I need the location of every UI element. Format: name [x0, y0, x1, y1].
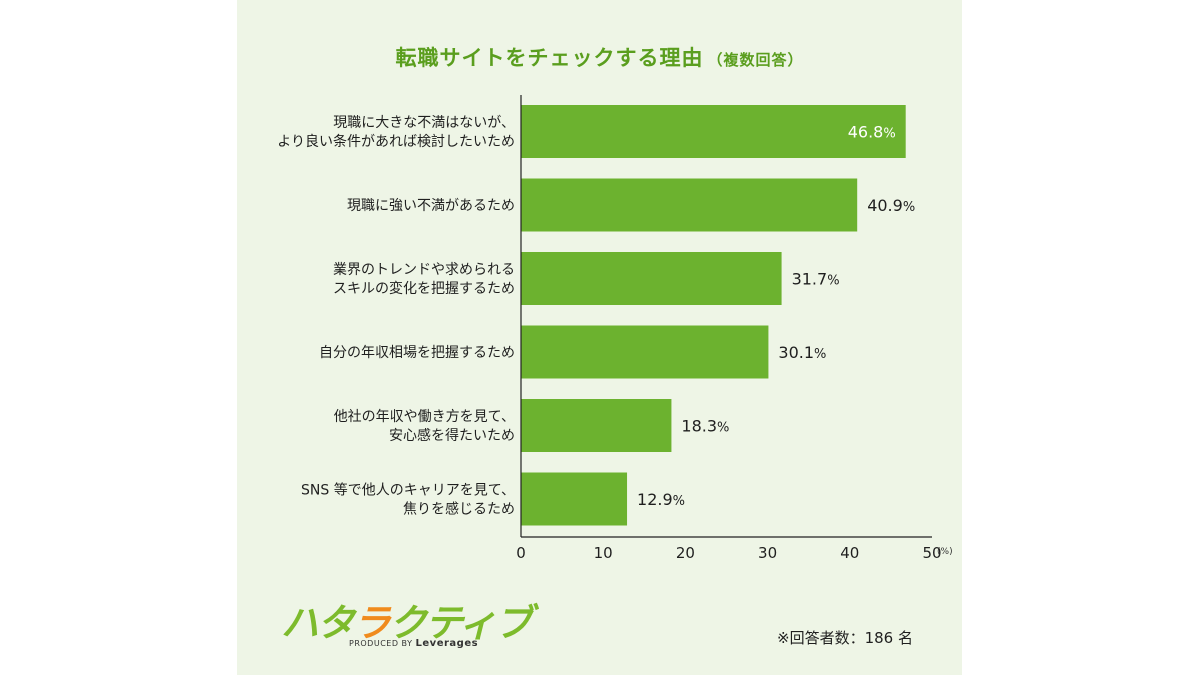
respondent-count-note: ※回答者数：186 名: [777, 629, 913, 647]
category-label: 他社の年収や働き方を見て、: [334, 409, 515, 425]
bar: [521, 252, 782, 305]
bar: [521, 325, 769, 379]
data-label: 12.9%: [637, 490, 685, 509]
category-label: より良い条件があれば検討したいため: [277, 133, 515, 150]
data-label: 40.9%: [867, 196, 915, 215]
bar: [521, 472, 628, 526]
category-label: 現職に強い不満があるため: [347, 198, 515, 214]
bar-chart: 現職に大きな不満はないが、より良い条件があれば検討したいため 46.8% 現職に強い…: [277, 95, 953, 562]
category-label: 安心感を得たいため: [389, 427, 515, 444]
logo: ハタラクティブ PRODUCED BY Leverages: [281, 592, 533, 652]
bar: [521, 178, 858, 232]
chart-title-sub: （複数回答）: [707, 51, 804, 69]
x-axis-unit: (%): [937, 547, 953, 557]
x-tick-label: 50: [922, 544, 941, 562]
x-tick-label: 30: [758, 544, 777, 562]
x-tick-label: 40: [840, 544, 859, 562]
bar: [521, 105, 906, 158]
category-label: スキルの変化を把握するため: [333, 280, 515, 297]
logo-tagline: PRODUCED BY Leverages: [349, 638, 479, 649]
data-label: 30.1%: [778, 343, 826, 362]
x-tick-label: 0: [516, 544, 526, 562]
data-label: 46.8%: [848, 123, 896, 142]
bar: [521, 399, 672, 452]
chart-panel: 転職サイトをチェックする理由 （複数回答） 現職に大きな不満はないが、より良い条件…: [237, 0, 962, 675]
category-label: 焦りを感じるため: [403, 501, 515, 518]
data-label: 31.7%: [792, 270, 840, 289]
category-label: 現職に大きな不満はないが、: [333, 115, 515, 131]
chart-title: 転職サイトをチェックする理由 （複数回答）: [237, 42, 962, 72]
logo-wordmark: ハタラクティブ: [281, 601, 533, 645]
category-label: SNS 等で他人のキャリアを見て、: [301, 482, 515, 499]
x-tick-label: 20: [676, 544, 695, 562]
category-label: 業界のトレンドや求められる: [333, 262, 515, 278]
category-label: 自分の年収相場を把握するため: [319, 345, 515, 361]
x-tick-label: 10: [594, 544, 613, 562]
data-label: 18.3%: [681, 417, 729, 436]
chart-title-main: 転職サイトをチェックする理由: [395, 46, 704, 70]
